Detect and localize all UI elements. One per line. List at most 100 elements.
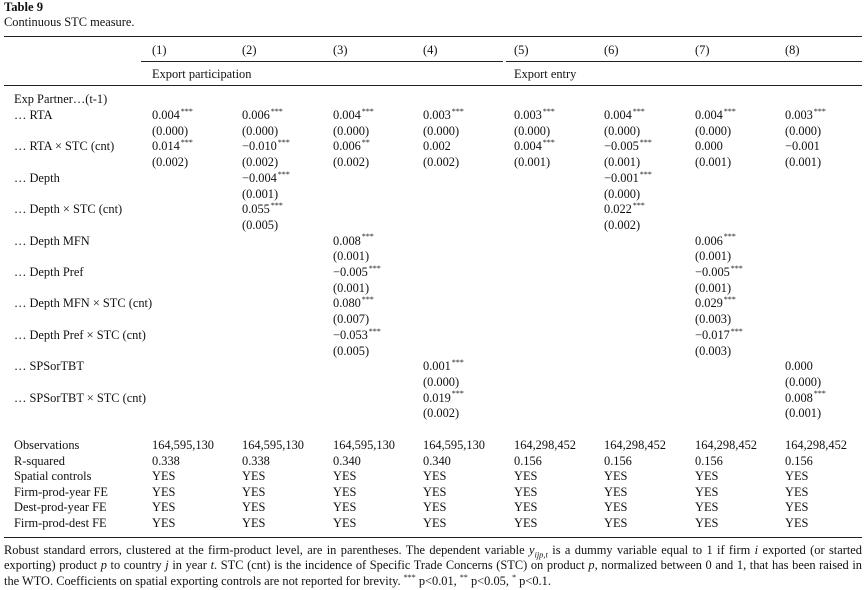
table-cell: −0.005***: [333, 264, 381, 279]
stat-cell: YES: [333, 516, 357, 530]
stat-cell: YES: [604, 516, 628, 530]
cell-value: 0.019: [423, 390, 451, 405]
table-cell: (0.000): [695, 124, 731, 138]
stat-cell: YES: [785, 469, 809, 484]
significance-stars: ***: [361, 232, 374, 242]
table-cell: −0.017***: [695, 326, 743, 342]
stat-cell: YES: [242, 516, 266, 530]
row-label: … SPSorTBT: [14, 359, 84, 374]
cell-value: −0.005: [604, 139, 639, 154]
row-label: … Depth MFN: [14, 233, 90, 248]
stat-cell: 164,595,130: [333, 438, 395, 452]
significance-stars: ***: [368, 326, 381, 336]
table-cell: 0.003***: [785, 107, 826, 122]
significance-stars: ***: [639, 138, 652, 148]
cell-value: (0.002): [152, 155, 189, 170]
stat-cell: YES: [242, 484, 266, 499]
cell-value: (0.000): [785, 374, 822, 389]
stat-cell: YES: [152, 484, 176, 499]
table-cell: 0.004***: [604, 106, 645, 122]
significance-stars: ***: [730, 326, 743, 336]
table-cell: 0.003***: [423, 107, 464, 122]
group-rule-participation: [141, 61, 503, 62]
table-cell: (0.000): [785, 375, 821, 389]
table-cell: 0.004***: [152, 106, 193, 122]
column-header: (8): [785, 43, 800, 57]
stat-cell: YES: [695, 469, 719, 484]
table-cell: (0.002): [152, 155, 188, 169]
stat-label: Dest-prod-year FE: [14, 500, 107, 515]
cell-value: 0.008: [785, 390, 813, 405]
cell-value: (0.000): [604, 186, 641, 201]
significance-stars: ***: [639, 169, 652, 179]
table-number: Table 9: [4, 0, 44, 14]
section-label: Exp Partner…(t-1): [14, 92, 108, 106]
cell-value: (0.001): [785, 406, 822, 421]
row-label: … Depth × STC (cnt): [14, 202, 123, 217]
cell-value: (0.000): [333, 123, 370, 138]
table-cell: (0.000): [242, 124, 278, 138]
header-bottom-rule: [4, 85, 862, 86]
stat-cell: 0.156: [785, 453, 813, 468]
cell-value: 0.003: [514, 108, 542, 122]
table-cell: (0.002): [333, 155, 369, 169]
cell-value: 0.003: [785, 108, 813, 122]
table-cell: (0.001): [785, 155, 821, 169]
significance-stars: ***: [361, 106, 374, 116]
stat-cell: 0.340: [333, 453, 361, 468]
cell-value: (0.001): [695, 155, 732, 170]
table-cell: (0.000): [785, 124, 821, 138]
table-cell: (0.002): [423, 155, 459, 169]
cell-value: −0.001: [604, 170, 639, 185]
table-cell: (0.001): [514, 155, 550, 169]
stat-cell: 0.338: [242, 453, 270, 468]
cell-value: −0.001: [785, 139, 820, 154]
cell-value: 0.004: [604, 108, 632, 122]
cell-value: (0.001): [785, 155, 822, 170]
stat-cell: YES: [514, 516, 538, 530]
table-cell: (0.000): [333, 124, 369, 138]
cell-value: (0.001): [604, 155, 641, 170]
table-cell: (0.001): [604, 155, 640, 169]
table-cell: −0.010***: [242, 139, 290, 154]
cell-value: (0.001): [333, 249, 370, 264]
stat-cell: 164,298,452: [785, 438, 847, 452]
stat-cell: YES: [423, 500, 447, 515]
table-cell: 0.008***: [333, 232, 374, 248]
bottom-rule: [4, 537, 862, 538]
cell-value: 0.080: [333, 296, 361, 311]
cell-value: (0.001): [242, 186, 279, 201]
significance-stars: ***: [632, 106, 645, 116]
stat-cell: YES: [152, 500, 176, 515]
table-footnote: Robust standard errors, clustered at the…: [4, 543, 862, 588]
stat-cell: YES: [152, 469, 176, 484]
stat-label: Spatial controls: [14, 469, 92, 484]
table-cell: 0.000: [695, 139, 723, 153]
stat-cell: 0.156: [514, 453, 542, 468]
significance-stars: ***: [542, 138, 555, 148]
significance-stars: ***: [277, 169, 290, 179]
stat-cell: YES: [423, 516, 447, 530]
row-label: … Depth Pref: [14, 265, 84, 279]
significance-stars: ***: [451, 358, 464, 368]
table-cell: (0.000): [423, 124, 459, 138]
table-cell: 0.014***: [152, 139, 193, 154]
table-cell: (0.007): [333, 312, 369, 326]
cell-value: 0.000: [695, 139, 723, 154]
cell-value: 0.008: [333, 233, 361, 248]
cell-value: (0.001): [695, 249, 732, 264]
cell-value: −0.010: [242, 139, 277, 154]
significance-stars: **: [361, 138, 370, 148]
table-cell: (0.005): [333, 344, 369, 358]
stat-cell: YES: [695, 500, 719, 515]
table-cell: (0.003): [695, 344, 731, 358]
group-rule-entry: [506, 61, 862, 62]
table-cell: 0.004***: [695, 107, 736, 122]
cell-value: (0.000): [242, 123, 279, 138]
table-cell: (0.005): [242, 218, 278, 232]
table-cell: 0.004***: [514, 138, 555, 154]
stat-cell: YES: [785, 500, 809, 515]
significance-stars: ***: [180, 106, 193, 116]
table-cell: 0.055***: [242, 202, 283, 217]
row-label: … RTA: [14, 108, 53, 122]
